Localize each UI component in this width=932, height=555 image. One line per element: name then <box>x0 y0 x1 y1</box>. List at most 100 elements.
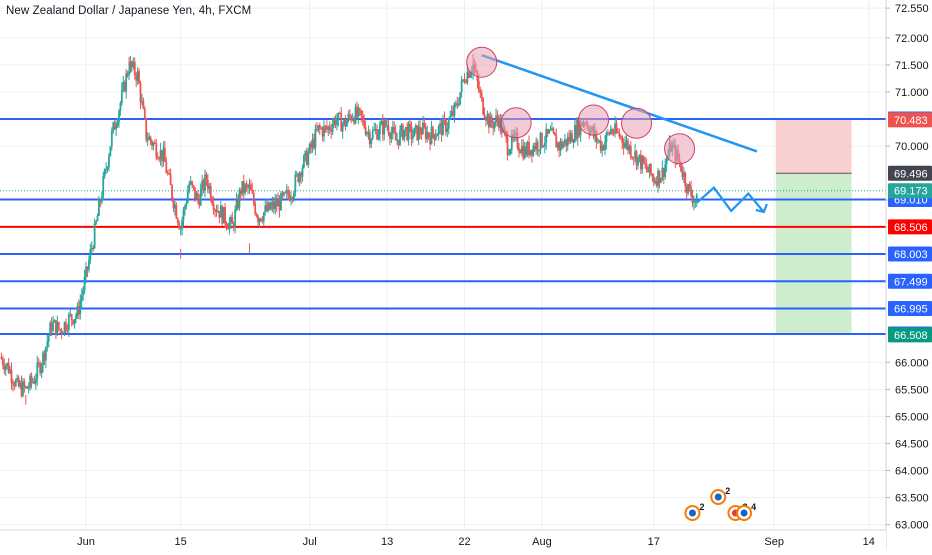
candle <box>16 374 19 383</box>
price-label-tag[interactable]: 67.499 <box>888 273 932 289</box>
price-label-tag[interactable]: 69.496 <box>888 165 932 181</box>
price-tick-label: 64.500 <box>895 438 929 450</box>
candle <box>14 378 17 388</box>
candle-body <box>386 125 388 127</box>
candle-body <box>143 108 146 119</box>
candle-body <box>255 213 258 217</box>
candle <box>96 213 99 222</box>
candle-body <box>423 122 426 128</box>
candle <box>377 129 380 141</box>
candle-body <box>165 161 168 173</box>
candle <box>196 189 199 205</box>
swing-high-circle[interactable] <box>500 107 532 139</box>
candle <box>169 168 172 186</box>
candle-body <box>16 377 19 381</box>
candle-body <box>224 207 226 224</box>
candle <box>152 141 155 151</box>
swing-high-circle[interactable] <box>621 107 653 139</box>
candle-body <box>510 134 513 150</box>
candle <box>341 121 344 139</box>
candle <box>645 158 648 173</box>
stop-loss-zone[interactable] <box>775 118 852 174</box>
candle <box>601 141 604 157</box>
price-axis[interactable]: 72.55072.00071.50071.00070.00069.00066.0… <box>885 0 932 550</box>
price-tick-label: 71.500 <box>895 60 929 72</box>
price-label-tag[interactable]: 66.995 <box>888 301 932 317</box>
candle-body <box>80 295 83 302</box>
candle-body <box>565 139 568 146</box>
candle <box>486 110 489 125</box>
candle <box>436 132 439 137</box>
candle <box>305 147 308 166</box>
event-count: 2 <box>699 502 704 512</box>
candle <box>6 362 9 370</box>
candle <box>423 117 426 129</box>
candle <box>368 129 371 149</box>
candle <box>479 86 482 99</box>
price-label-tag[interactable]: 70.483 <box>888 112 932 128</box>
candle <box>637 156 639 170</box>
projection-arrowhead[interactable] <box>755 203 768 214</box>
candle <box>406 122 409 142</box>
candle <box>261 216 264 224</box>
candle <box>522 139 525 161</box>
candle <box>254 200 257 216</box>
candle-body <box>65 322 67 330</box>
candle-body <box>325 126 328 130</box>
event-flag[interactable]: 2 <box>684 502 704 521</box>
event-markers[interactable]: 2234 <box>684 486 756 521</box>
candle <box>571 130 573 143</box>
candle-body <box>575 124 578 139</box>
resistance-trendline[interactable] <box>481 53 758 153</box>
swing-high-circle[interactable] <box>466 46 498 78</box>
candle <box>350 114 353 124</box>
candle <box>73 318 76 329</box>
price-label-tag[interactable]: 68.003 <box>888 246 932 262</box>
candle <box>272 197 275 214</box>
candle-body <box>145 118 148 140</box>
candle-body <box>555 135 558 148</box>
candle-body <box>439 123 442 127</box>
time-axis[interactable]: Jun 15 Jul 13 22 Aug 17 Sep 14 <box>0 529 886 550</box>
candle-body <box>49 322 52 336</box>
candle <box>17 375 20 388</box>
candle-body <box>508 153 510 155</box>
candle <box>199 183 202 207</box>
candle-body <box>657 170 659 186</box>
candle <box>566 132 569 151</box>
drawings[interactable] <box>466 46 768 214</box>
candle-body <box>297 173 300 182</box>
candle <box>162 141 165 167</box>
candle <box>496 110 499 127</box>
candle-body <box>182 209 185 221</box>
price-label-tag[interactable]: 68.506 <box>888 219 932 235</box>
candle-body <box>298 173 301 182</box>
price-label-tag[interactable]: 66.508 <box>888 327 932 343</box>
swing-high-circle[interactable] <box>578 104 610 136</box>
candle <box>647 166 649 173</box>
candle <box>625 134 628 150</box>
price-label-tag[interactable]: 69.173 <box>888 183 932 199</box>
candle-body <box>148 136 151 140</box>
projected-path[interactable] <box>696 186 765 213</box>
candle-body <box>495 115 497 122</box>
candle-body <box>642 156 645 164</box>
candle-body <box>469 74 472 78</box>
event-flag[interactable]: 4 <box>736 502 756 521</box>
event-flag[interactable]: 2 <box>710 486 730 505</box>
candle <box>303 153 305 169</box>
candle <box>437 124 440 141</box>
candle-body <box>23 381 26 388</box>
candle <box>317 124 320 133</box>
swing-high-circle[interactable] <box>664 133 696 165</box>
candle-body <box>460 80 463 93</box>
candle-body <box>218 211 221 218</box>
candle <box>366 131 368 137</box>
candle <box>498 114 500 131</box>
candle <box>638 154 641 163</box>
candle-body <box>239 190 242 194</box>
candle <box>211 195 214 206</box>
candle-body <box>59 329 62 331</box>
